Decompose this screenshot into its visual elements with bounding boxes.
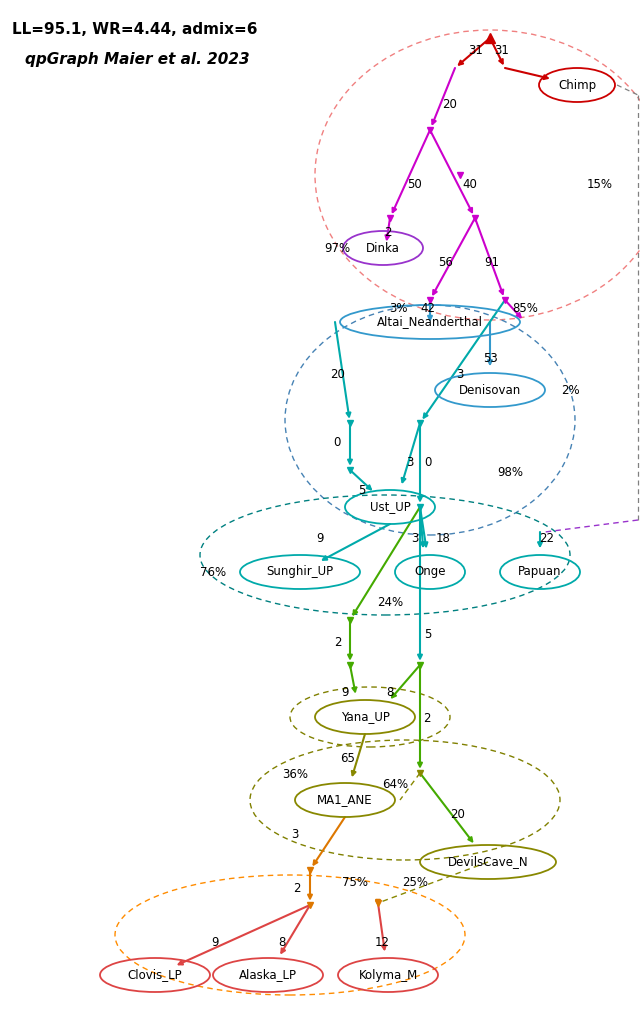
Text: 97%: 97% bbox=[324, 241, 350, 254]
Text: 2: 2 bbox=[384, 226, 392, 238]
Text: MA1_ANE: MA1_ANE bbox=[317, 793, 373, 806]
Text: 36%: 36% bbox=[282, 769, 308, 782]
Text: 98%: 98% bbox=[497, 466, 523, 479]
Text: 2%: 2% bbox=[561, 383, 579, 397]
Text: 8: 8 bbox=[278, 935, 285, 948]
Text: 2: 2 bbox=[423, 711, 431, 725]
Text: 20: 20 bbox=[331, 369, 346, 381]
Text: 24%: 24% bbox=[377, 597, 403, 609]
Text: 20: 20 bbox=[451, 808, 465, 822]
Text: qpGraph Maier et al. 2023: qpGraph Maier et al. 2023 bbox=[25, 52, 250, 67]
Text: 25%: 25% bbox=[402, 876, 428, 888]
Text: Chimp: Chimp bbox=[558, 79, 596, 92]
Text: 2: 2 bbox=[293, 882, 301, 894]
Text: Papuan: Papuan bbox=[518, 565, 562, 578]
Text: 50: 50 bbox=[408, 179, 422, 191]
Text: 56: 56 bbox=[438, 256, 453, 269]
Text: 8: 8 bbox=[387, 686, 394, 698]
Text: 3: 3 bbox=[406, 457, 413, 469]
Text: 5: 5 bbox=[358, 483, 365, 497]
Text: 91: 91 bbox=[484, 256, 499, 269]
Text: 65: 65 bbox=[340, 751, 355, 764]
Text: Altai_Neanderthal: Altai_Neanderthal bbox=[377, 316, 483, 328]
Text: 12: 12 bbox=[374, 935, 390, 948]
Text: Clovis_LP: Clovis_LP bbox=[128, 969, 182, 981]
Text: 40: 40 bbox=[463, 179, 477, 191]
Text: Dinka: Dinka bbox=[366, 241, 400, 254]
Text: Ust_UP: Ust_UP bbox=[370, 501, 410, 513]
Text: 3: 3 bbox=[456, 369, 464, 381]
Text: 0: 0 bbox=[424, 457, 432, 469]
Text: Kolyma_M: Kolyma_M bbox=[358, 969, 418, 981]
Text: DevilsCave_N: DevilsCave_N bbox=[448, 855, 528, 869]
Text: 9: 9 bbox=[341, 686, 349, 698]
Text: 2: 2 bbox=[334, 637, 342, 650]
Text: LL=95.1, WR=4.44, admix=6: LL=95.1, WR=4.44, admix=6 bbox=[12, 22, 257, 37]
Text: 42: 42 bbox=[420, 303, 435, 316]
Text: 3%: 3% bbox=[388, 303, 407, 316]
Text: 3: 3 bbox=[412, 531, 419, 545]
Text: 31: 31 bbox=[468, 44, 483, 56]
Text: 85%: 85% bbox=[512, 303, 538, 316]
Text: 20: 20 bbox=[443, 98, 458, 111]
Text: 0: 0 bbox=[333, 436, 340, 450]
Text: 31: 31 bbox=[495, 44, 509, 56]
Text: 22: 22 bbox=[540, 531, 554, 545]
Text: 64%: 64% bbox=[382, 779, 408, 791]
Text: 5: 5 bbox=[424, 629, 432, 642]
Text: Yana_UP: Yana_UP bbox=[340, 710, 389, 724]
Text: 3: 3 bbox=[291, 829, 299, 841]
Text: Onge: Onge bbox=[414, 565, 445, 578]
Text: 9: 9 bbox=[316, 531, 324, 545]
Text: 76%: 76% bbox=[200, 565, 226, 578]
Text: Sunghir_UP: Sunghir_UP bbox=[266, 565, 333, 578]
Text: Alaska_LP: Alaska_LP bbox=[239, 969, 297, 981]
Text: Denisovan: Denisovan bbox=[459, 383, 521, 397]
Text: 9: 9 bbox=[211, 935, 219, 948]
Text: 15%: 15% bbox=[587, 179, 613, 191]
Text: 18: 18 bbox=[436, 531, 451, 545]
Text: 53: 53 bbox=[483, 352, 497, 365]
Text: 75%: 75% bbox=[342, 876, 368, 888]
